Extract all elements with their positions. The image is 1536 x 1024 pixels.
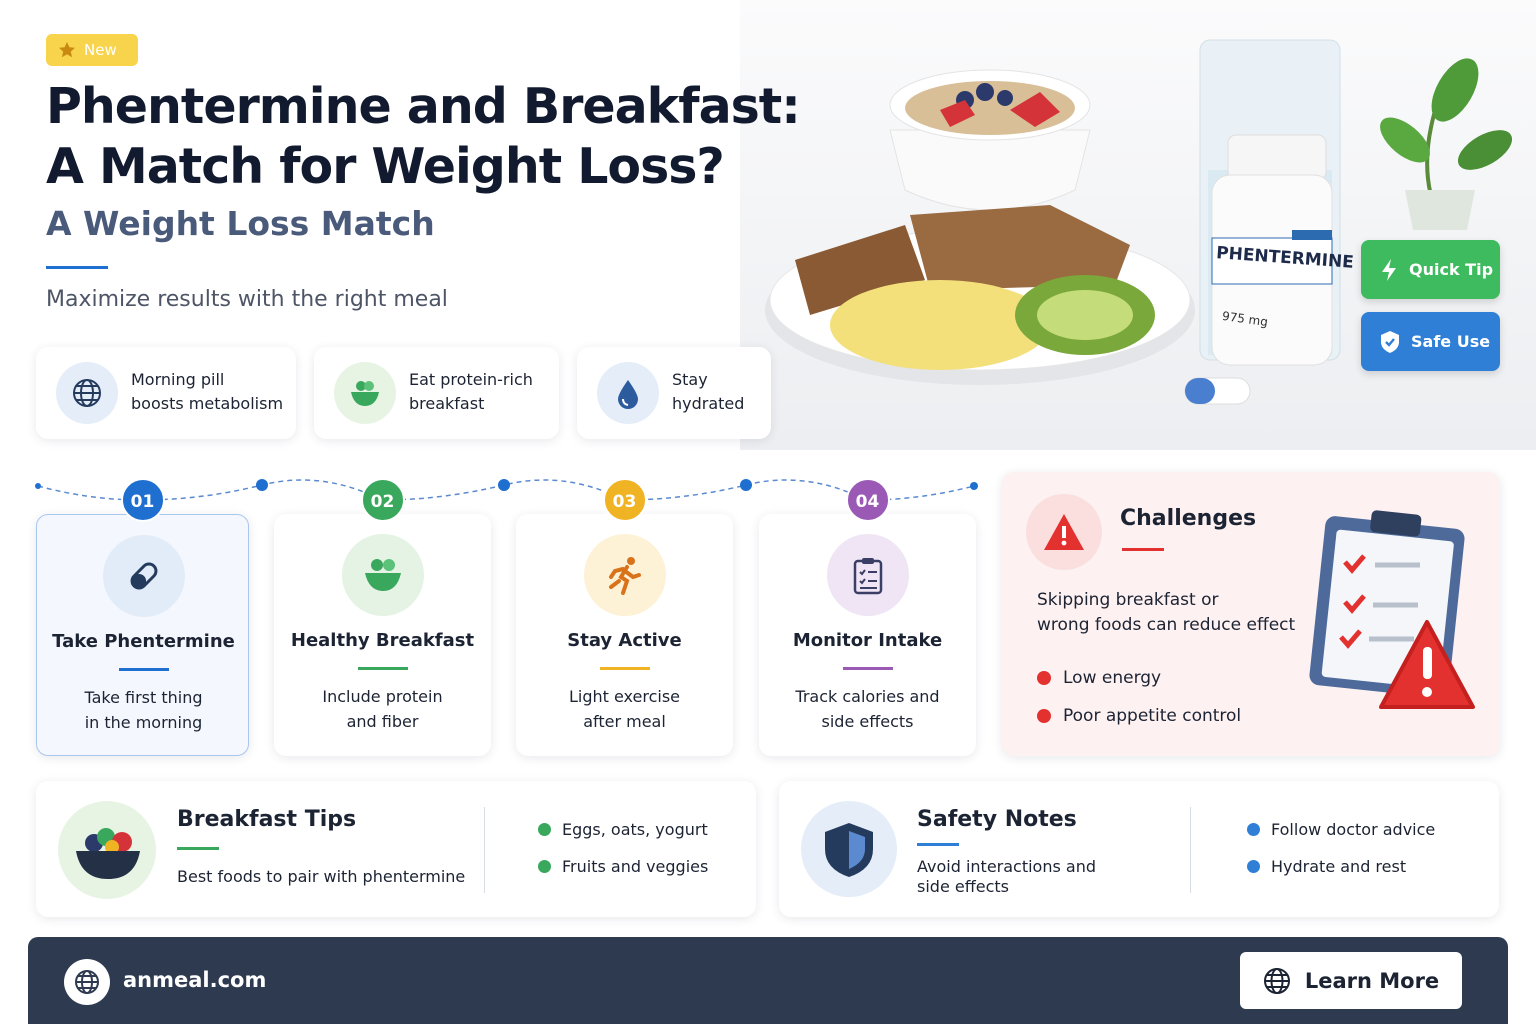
tips-title: Breakfast Tips [177,807,357,832]
shield-icon [1381,330,1399,353]
feature-icon [351,381,379,406]
footer: anmeal.com Learn More [28,937,1508,1024]
step-card: Take Phentermine Take first thing in the m… [36,514,249,756]
step-icon [608,557,641,595]
bullet-text: Fruits and veggies [562,857,709,876]
bullet-text: Eggs, oats, yogurt [562,820,708,839]
bullet-dot [1247,823,1260,836]
bolt-icon [1382,258,1396,281]
feature-icon [73,379,101,407]
button-label: Quick Tip [1409,260,1494,279]
bullet-dot [538,823,551,836]
divider [1122,548,1164,551]
divider [46,266,108,269]
step-number: 03 [602,478,647,522]
challenges-text: Skipping breakfast or [1037,590,1219,610]
tagline: Maximize results with the right meal [46,287,448,312]
feature-text: breakfast [409,394,485,413]
shield-icon [825,823,873,877]
step-title: Healthy Breakfast [290,630,475,651]
divider [599,667,650,670]
hero-image [740,0,1536,450]
separator [484,807,485,893]
site-name: anmeal.com [123,968,267,992]
badge-text: New [84,41,117,59]
title-line: A Match for Weight Loss? [46,138,725,195]
feature-card: Eat protein-rich breakfast [314,347,559,439]
learn-more-button[interactable]: Learn More [1240,952,1462,1009]
step-text: after meal [583,712,666,731]
icon-circle [826,534,909,616]
feature-text: boosts metabolism [131,394,284,413]
separator [1190,807,1191,893]
feature-text: Morning pill [131,370,225,389]
step-card: Monitor Intake Track calories and side eff… [759,514,976,756]
bowl-icon [76,828,140,879]
step-text: Take first thing [84,688,203,707]
tips-subtitle: Best foods to pair with phentermine [177,867,466,886]
timeline [35,479,978,501]
button-label: Learn More [1304,968,1440,993]
feature-card: Morning pill boosts metabolism [36,347,296,439]
badge: New [46,34,138,66]
safety-card: Safety Notes Avoid interactions and side… [779,781,1499,917]
safety-text: side effects [917,877,1009,896]
bullet-dot [1037,709,1051,723]
tips-card: Breakfast Tips Best foods to pair with p… [36,781,756,917]
feature-text: Stay [672,370,708,389]
step-text: Track calories and [795,687,940,706]
bullet-text: Follow doctor advice [1271,820,1436,839]
step-text: in the morning [84,713,203,732]
divider [357,667,408,670]
bullet-dot [538,860,551,873]
button-label: Safe Use [1411,332,1491,351]
divider [177,847,219,850]
challenges-text: wrong foods can reduce effect [1037,615,1296,635]
star-icon [59,42,75,58]
feature-text: hydrated [672,394,745,413]
step-title: Take Phentermine [52,631,235,652]
step-card: Stay Active Light exercise after meal [516,514,733,756]
warning-icon [1044,514,1084,550]
quick-tip-button[interactable]: Quick Tip [1361,240,1500,299]
safety-title: Safety Notes [917,807,1077,832]
divider [118,668,169,671]
step-title: Monitor Intake [792,630,943,651]
step-text: Light exercise [568,687,681,706]
bullet-dot [1247,860,1260,873]
bullet-dot [1037,671,1051,685]
challenges-title: Challenges [1120,506,1257,531]
step-title: Stay Active [567,630,682,651]
step-number: 01 [120,478,165,522]
clipboard-illustration [1309,510,1475,709]
subtitle: A Weight Loss Match [46,204,435,243]
step-number: 04 [845,478,890,522]
globe-icon [1263,967,1290,994]
step-number: 02 [360,478,405,522]
divider [842,667,893,670]
icon-circle [583,534,666,616]
bullet-text: Hydrate and rest [1271,857,1407,876]
step-icon [853,558,882,595]
step-text: Include protein [322,687,443,706]
feature-text: Eat protein-rich [409,370,533,389]
title-line: Phentermine and Breakfast: [46,78,801,135]
step-icon [364,559,401,591]
globe-icon [75,970,99,994]
feature-icon [618,380,638,409]
step-icon [130,562,157,590]
feature-card: Stay hydrated [577,347,771,439]
bullet-text: Low energy [1063,668,1162,688]
bullet-text: Poor appetite control [1063,706,1242,726]
step-text: and fiber [346,712,419,731]
challenges-card: Challenges Skipping breakfast or wrong f… [1002,472,1500,756]
safe-use-button[interactable]: Safe Use [1361,312,1500,371]
safety-text: Avoid interactions and [917,857,1097,876]
divider [917,843,959,846]
step-card: Healthy Breakfast Include protein and fibe… [274,514,491,756]
step-text: side effects [821,712,914,731]
